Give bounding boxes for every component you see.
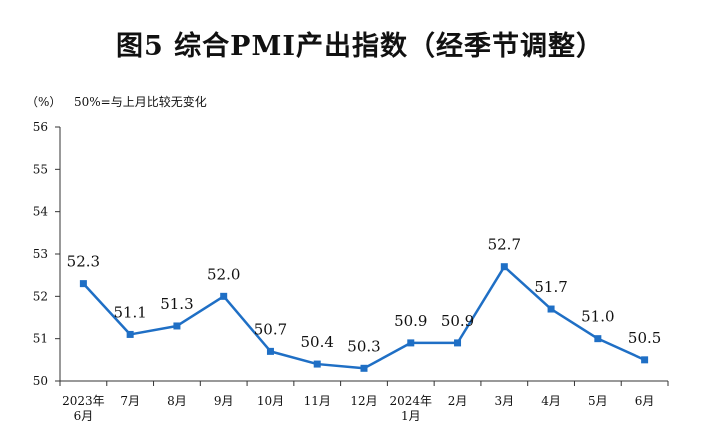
data-label: 50.7 [254, 320, 287, 338]
data-label: 50.3 [347, 337, 380, 355]
x-tick-label: 2024年 1月 [389, 394, 432, 423]
data-point [79, 280, 87, 288]
y-tick-label: 53 [33, 247, 48, 261]
y-tick-label: 55 [33, 162, 48, 176]
data-point [547, 305, 555, 313]
x-tick-label: 12月 [350, 394, 377, 408]
y-unit-label: （%） [26, 95, 62, 109]
data-label: 50.9 [394, 312, 427, 330]
data-label: 52.0 [207, 265, 240, 283]
x-tick-label: 10月 [257, 394, 284, 408]
x-tick-label: 3月 [494, 394, 514, 408]
x-tick-label: 5月 [588, 394, 608, 408]
y-tick-label: 52 [33, 289, 48, 303]
data-point [266, 347, 274, 355]
data-point [407, 339, 415, 347]
x-tick-label: 2月 [448, 394, 468, 408]
x-tick-label: 7月 [120, 394, 140, 408]
x-tick-label: 8月 [167, 394, 187, 408]
data-label: 52.7 [488, 236, 521, 254]
data-label: 50.4 [301, 333, 334, 351]
data-point [454, 339, 462, 347]
data-label: 51.7 [534, 278, 567, 296]
data-label: 50.9 [441, 312, 474, 330]
x-tick-label: 11月 [304, 394, 331, 408]
data-point [173, 322, 181, 330]
data-label: 52.3 [67, 253, 100, 271]
data-label: 51.0 [581, 308, 614, 326]
y-tick-label: 51 [33, 332, 48, 346]
x-tick-label: 9月 [214, 394, 234, 408]
baseline-note: 50%=与上月比较无变化 [74, 95, 207, 109]
y-tick-label: 56 [33, 120, 48, 134]
x-tick-label: 2023年 6月 [62, 394, 105, 423]
data-label: 50.5 [628, 329, 661, 347]
chart-title: 图5 综合PMI产出指数（经季节调整） [115, 31, 604, 62]
data-label: 51.3 [160, 295, 193, 313]
y-tick-label: 54 [33, 205, 49, 219]
data-point [360, 364, 368, 372]
data-point [641, 356, 649, 364]
data-label: 51.1 [113, 303, 146, 321]
data-point [313, 360, 321, 368]
data-point [220, 292, 228, 300]
y-tick-label: 50 [33, 374, 48, 388]
x-tick-label: 6月 [635, 394, 655, 408]
data-point [500, 263, 508, 271]
x-tick-label: 4月 [541, 394, 561, 408]
data-point [594, 335, 602, 343]
data-point [126, 330, 134, 338]
